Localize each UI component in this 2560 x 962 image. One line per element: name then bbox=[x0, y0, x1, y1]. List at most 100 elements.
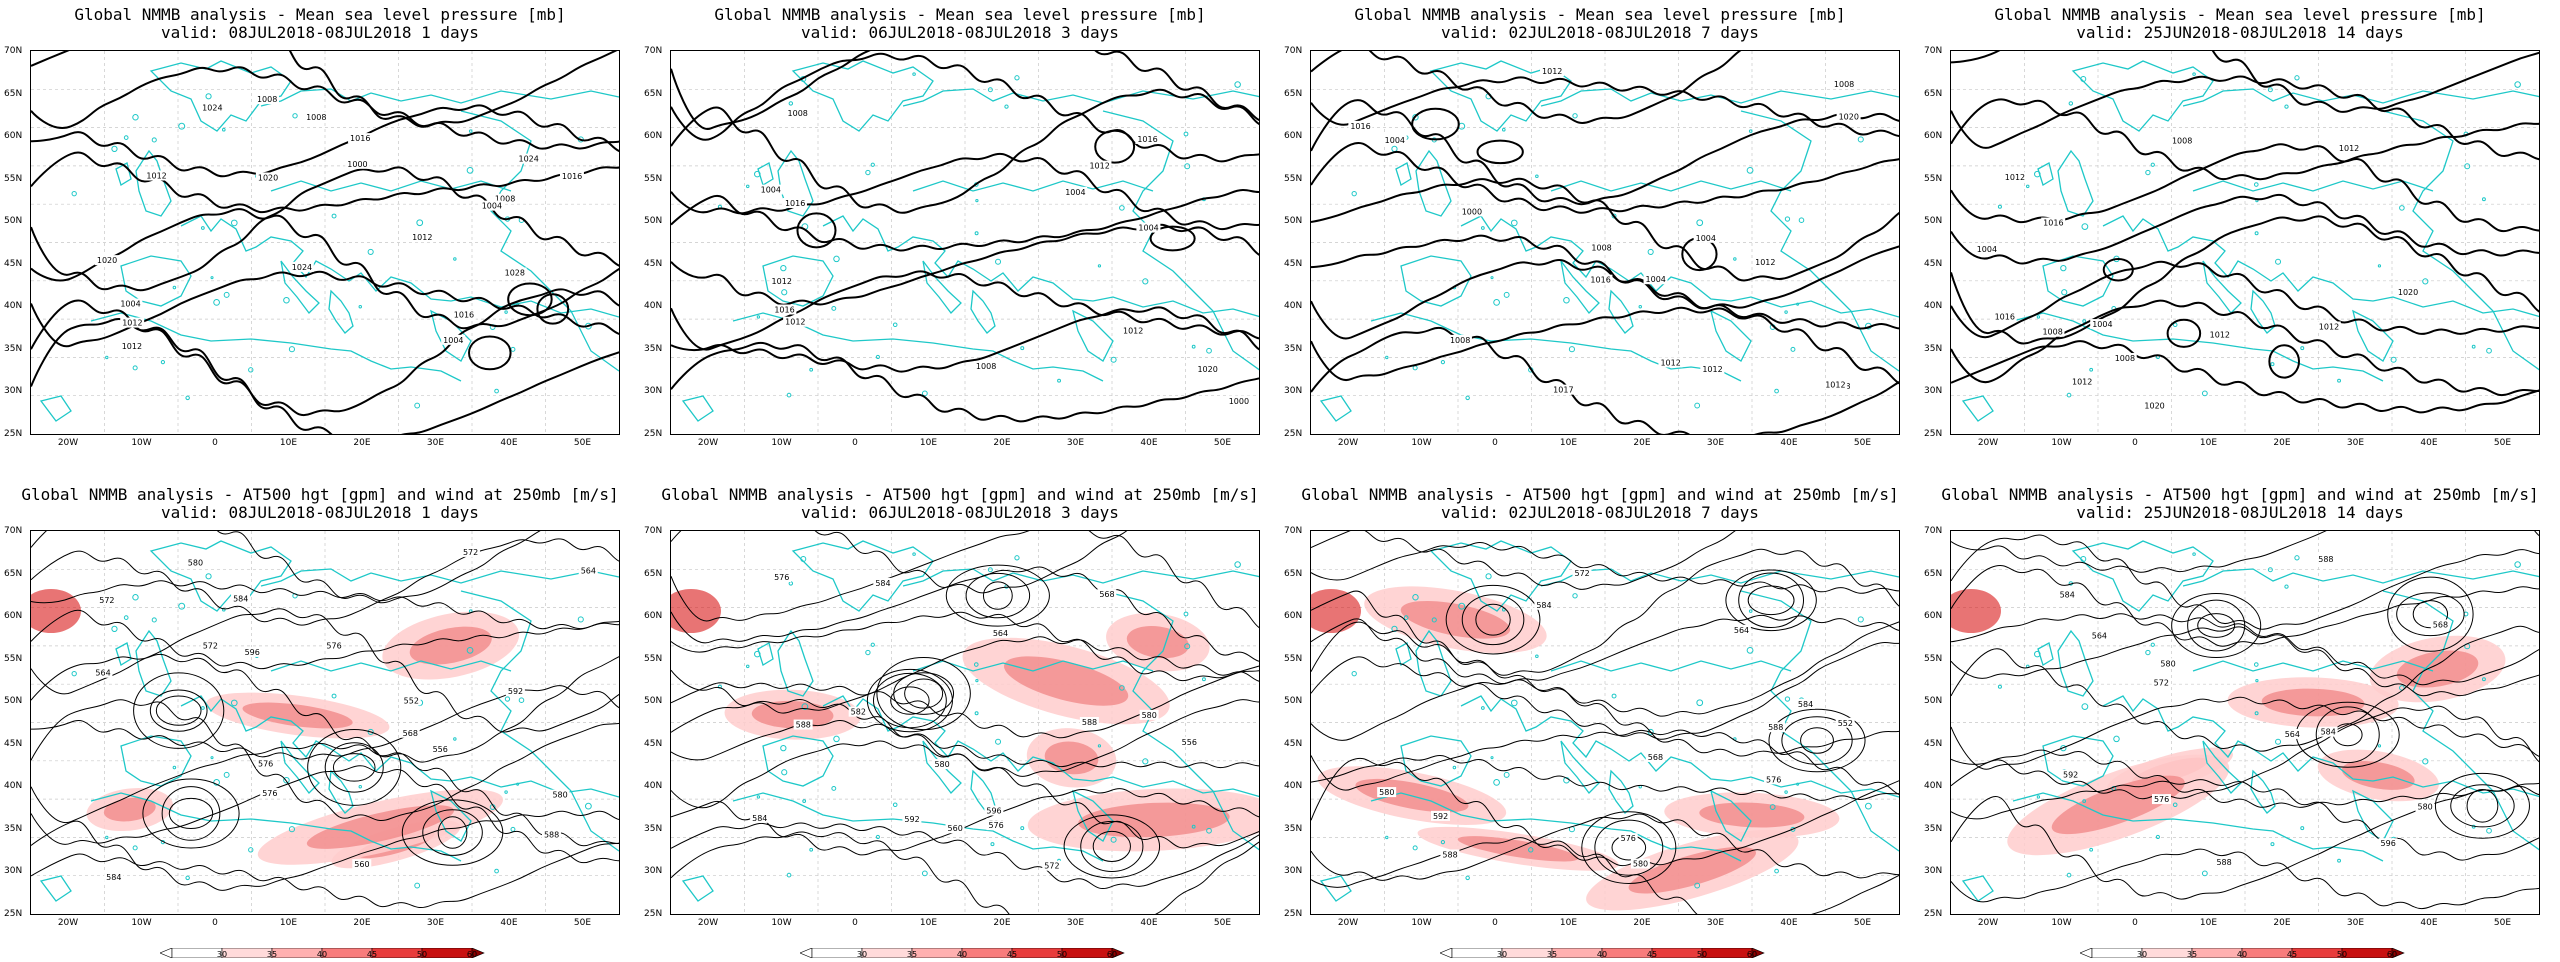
closed-isoline bbox=[133, 672, 225, 749]
colorbar-bin bbox=[371, 947, 423, 959]
island-mark bbox=[2471, 344, 2476, 349]
contour-label-bg bbox=[1377, 787, 1397, 798]
map-frame: 1012 1020 1008 1012 1012 1020 1016 1016 1012 1008… bbox=[1950, 50, 2540, 435]
island-mark bbox=[1611, 213, 1617, 219]
contour-label-bg bbox=[785, 107, 810, 118]
contour-label-bg bbox=[401, 695, 421, 706]
island-mark bbox=[780, 744, 787, 752]
island-mark bbox=[1790, 826, 1796, 832]
coast-segment bbox=[681, 875, 714, 902]
contour-label-bg bbox=[2316, 321, 2341, 332]
coast-segment bbox=[90, 312, 462, 382]
jet-core bbox=[2396, 650, 2479, 688]
island-mark bbox=[2089, 847, 2094, 852]
lon-tick-label: 30E bbox=[1706, 438, 1725, 448]
island-mark bbox=[745, 664, 750, 669]
coast-segment bbox=[2382, 590, 2539, 851]
island-mark bbox=[831, 305, 837, 311]
lat-tick-label: 55N bbox=[644, 173, 663, 184]
panel-title: Global NMMB analysis - Mean sea level pr… bbox=[74, 5, 566, 24]
island-mark bbox=[756, 315, 761, 319]
contour-label: 552 bbox=[1838, 719, 1853, 728]
contour-label: 1004 bbox=[1065, 188, 1085, 197]
colorbar-tick-label: 40 bbox=[1596, 950, 1608, 959]
contour-labels: 552 556 560 564 568 572 576 580 584 588 592 596 564 5… bbox=[93, 546, 598, 882]
lat-tick-label: 40N bbox=[644, 301, 663, 311]
contour-labels: 1004 1008 1016 1012 1004 1016 1020 1012 1008 1004… bbox=[758, 107, 1251, 406]
jet-core bbox=[1004, 656, 1129, 706]
coast-segment bbox=[2182, 88, 2539, 107]
contour-label: 1008 bbox=[306, 113, 326, 122]
contour-label-bg bbox=[2378, 838, 2398, 849]
island-mark bbox=[1351, 190, 1357, 197]
contour-label-bg bbox=[782, 198, 807, 209]
lat-tick-label: 50N bbox=[1284, 696, 1303, 706]
lon-tick-label: 10E bbox=[2199, 438, 2218, 448]
colorbar-bin bbox=[171, 947, 223, 959]
jet-core bbox=[1400, 600, 1511, 639]
island-mark bbox=[2481, 677, 2486, 682]
island-mark bbox=[2172, 802, 2178, 808]
contour-label-bg bbox=[400, 727, 420, 738]
island-mark bbox=[2081, 223, 2089, 231]
island-mark bbox=[2036, 315, 2041, 319]
contour-label: 580 bbox=[552, 791, 567, 800]
lon-tick-label: 50E bbox=[573, 438, 592, 448]
lon-tick-label: 10W bbox=[131, 918, 152, 928]
lat-tick-label: 25N bbox=[4, 908, 23, 919]
lat-tick-label: 55N bbox=[1284, 653, 1303, 664]
closed-isoline bbox=[422, 809, 483, 856]
lat-tick-label: 45N bbox=[1284, 258, 1303, 269]
island-mark bbox=[1784, 216, 1791, 222]
map-frame: 582 568 576 580 584 556 560 564 572 576 584 588 592 5… bbox=[670, 530, 1260, 915]
contours bbox=[671, 51, 1259, 423]
island-mark bbox=[1796, 782, 1800, 786]
island-mark bbox=[921, 870, 928, 877]
lon-tick-label: 10W bbox=[771, 918, 792, 928]
island-mark bbox=[223, 291, 230, 298]
isoline bbox=[671, 306, 1259, 373]
colorbar-bin bbox=[221, 947, 273, 959]
lat-tick-label: 45N bbox=[1924, 258, 1943, 269]
isoline bbox=[1951, 779, 2539, 861]
closed-isoline bbox=[1094, 129, 1136, 164]
colorbar-tick-label: 40 bbox=[2236, 950, 2248, 959]
coast-segment bbox=[1608, 769, 1634, 814]
island-mark bbox=[2337, 858, 2342, 863]
colorbar-bin bbox=[271, 947, 323, 959]
lat-tick-label: 65N bbox=[4, 568, 23, 579]
contour-label: 1016 bbox=[562, 172, 582, 181]
lat-tick-label: 25N bbox=[644, 428, 663, 439]
isoline bbox=[31, 208, 619, 330]
contour-label-bg bbox=[1589, 242, 1614, 253]
contour-labels: 582 568 576 580 584 556 560 564 572 576 584 588 592 5… bbox=[750, 572, 1199, 871]
lat-tick-label: 35N bbox=[1284, 823, 1303, 834]
coast-segment bbox=[1415, 629, 1452, 697]
wind-shading bbox=[1311, 586, 1840, 911]
island-mark bbox=[1864, 802, 1872, 810]
island-mark bbox=[2150, 162, 2155, 167]
closed-isoline bbox=[965, 572, 1031, 619]
contour-label-bg bbox=[1195, 364, 1220, 375]
contour-label: 1020 bbox=[2144, 402, 2164, 411]
contour-label-bg bbox=[2041, 217, 2066, 228]
island-mark bbox=[754, 170, 761, 178]
contour-label: 588 bbox=[1442, 850, 1457, 859]
lat-tick-label: 70N bbox=[1284, 46, 1303, 56]
coastline bbox=[1961, 60, 2539, 422]
lon-tick-label: 0 bbox=[212, 438, 218, 448]
island-mark bbox=[1572, 593, 1578, 599]
colorbar-bin bbox=[961, 947, 1013, 959]
jet-core bbox=[2261, 688, 2365, 717]
contours bbox=[1951, 531, 2539, 909]
island-mark bbox=[172, 765, 177, 770]
island-mark bbox=[416, 219, 424, 227]
island-mark bbox=[2337, 378, 2342, 383]
contour-label: 588 bbox=[1768, 723, 1783, 732]
lon-tick-label: 10W bbox=[2051, 438, 2072, 448]
lon-tick-label: 50E bbox=[2493, 438, 2512, 448]
contour-label-bg bbox=[1540, 66, 1565, 77]
island-mark bbox=[105, 835, 109, 840]
map-svg: 1012 1020 1008 1012 1012 1020 1016 1016 1012 1008… bbox=[1951, 51, 2539, 434]
jet-core bbox=[1699, 802, 1805, 828]
